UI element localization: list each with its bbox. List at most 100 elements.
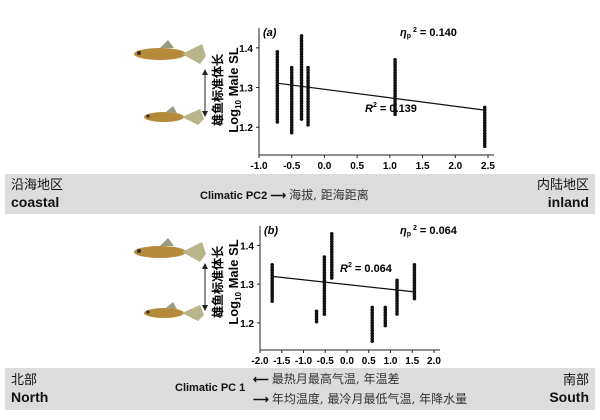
data-point bbox=[329, 252, 334, 257]
data-point bbox=[306, 91, 310, 96]
trend-line bbox=[272, 275, 415, 293]
x-tick-label: -2.0 bbox=[251, 356, 269, 366]
small-fish-icon bbox=[144, 302, 204, 321]
data-point bbox=[395, 296, 399, 301]
data-point bbox=[306, 78, 310, 83]
data-point bbox=[329, 268, 334, 272]
coastal-cn-label: 沿海地区 bbox=[11, 178, 64, 193]
data-point bbox=[329, 276, 334, 280]
data-point bbox=[275, 115, 280, 119]
data-point bbox=[299, 78, 304, 82]
y-tick-label: 1.4 bbox=[240, 241, 254, 252]
data-point bbox=[289, 128, 294, 132]
data-point bbox=[393, 70, 397, 75]
data-point bbox=[482, 115, 487, 120]
data-point bbox=[275, 107, 280, 111]
data-point bbox=[306, 107, 310, 112]
data-point bbox=[370, 315, 375, 320]
data-point bbox=[482, 131, 487, 136]
data-point bbox=[322, 278, 327, 283]
data-point bbox=[299, 99, 304, 103]
climatic-pc1-band: 北部 North Climatic PC 1 ⟵ 最热月最高气温, 年温差 ⟶ … bbox=[5, 368, 595, 410]
data-point bbox=[329, 270, 334, 275]
data-point bbox=[393, 81, 397, 85]
data-point bbox=[370, 328, 375, 333]
data-point bbox=[289, 99, 294, 104]
data-point bbox=[314, 314, 319, 319]
x-tick-label: 1.5 bbox=[416, 161, 430, 172]
data-point bbox=[289, 65, 294, 70]
data-point bbox=[395, 301, 399, 306]
data-point bbox=[322, 294, 327, 298]
data-point bbox=[306, 123, 310, 127]
data-point bbox=[393, 76, 397, 80]
pc2-label: Climatic PC2 bbox=[200, 190, 268, 202]
inland-cn-label: 内陆地区 bbox=[536, 178, 589, 193]
data-point bbox=[329, 239, 334, 244]
pc2-right-text: 海拔, 距海距离 bbox=[289, 188, 369, 202]
data-point bbox=[275, 70, 280, 75]
y-tick-label: 1.2 bbox=[239, 123, 253, 134]
data-point bbox=[370, 326, 375, 330]
data-point bbox=[322, 299, 327, 303]
data-point bbox=[275, 60, 280, 65]
data-point bbox=[289, 78, 294, 83]
double-arrow-icon bbox=[202, 263, 208, 311]
data-point bbox=[289, 91, 294, 96]
data-point bbox=[275, 109, 280, 114]
data-point bbox=[482, 136, 487, 141]
x-tick-label: 1.0 bbox=[384, 356, 398, 366]
climatic-pc2-band: 沿海地区 coastal Climatic PC2 ⟶ 海拔, 距海距离 内陆地… bbox=[5, 174, 595, 214]
scatter-plot-a: -1.0 -0.5 0.0 0.5 1.0 1.5 2.0 2.5 1.2 1.3 1.4 (a) ηp… bbox=[239, 27, 495, 172]
data-point bbox=[275, 63, 280, 67]
data-point bbox=[395, 312, 399, 316]
data-point bbox=[275, 81, 280, 85]
data-point bbox=[370, 318, 375, 323]
data-point bbox=[383, 321, 388, 325]
data-point bbox=[395, 294, 399, 298]
trend-line bbox=[277, 82, 485, 111]
data-point bbox=[370, 334, 375, 338]
data-point bbox=[306, 71, 310, 75]
data-point bbox=[299, 52, 304, 56]
data-point bbox=[299, 117, 304, 121]
data-point bbox=[270, 294, 274, 298]
data-point bbox=[275, 94, 280, 98]
data-point bbox=[275, 57, 280, 62]
arrow-right-icon: ⟶ bbox=[253, 394, 269, 406]
data-point bbox=[299, 62, 304, 67]
y-tick-label: 1.3 bbox=[239, 84, 253, 95]
x-tick-label: 1.0 bbox=[383, 161, 397, 172]
data-point bbox=[275, 68, 280, 72]
panel-label: (b) bbox=[264, 225, 278, 237]
data-point bbox=[306, 115, 310, 119]
data-point bbox=[395, 299, 399, 303]
data-point bbox=[270, 296, 274, 301]
y-axis-label: Log10 Male SL bbox=[226, 47, 243, 133]
data-point bbox=[393, 73, 397, 78]
data-point bbox=[314, 309, 319, 314]
data-point bbox=[412, 278, 417, 283]
chart-b: 雄鱼标准体长 Log10 Male SL -2.0 -1.5 -1.0 -0.5 0.0… bbox=[210, 225, 458, 366]
data-point bbox=[482, 118, 487, 123]
data-point bbox=[370, 331, 375, 336]
eta-squared-label: ηp 2 = 0.064 bbox=[400, 225, 458, 238]
data-point bbox=[275, 52, 280, 57]
data-point bbox=[306, 68, 310, 73]
data-point bbox=[299, 73, 304, 77]
data-point bbox=[299, 57, 304, 62]
data-point bbox=[289, 110, 294, 114]
data-point bbox=[482, 126, 487, 130]
data-point bbox=[289, 86, 294, 91]
data-point bbox=[270, 291, 274, 296]
data-point bbox=[306, 102, 310, 106]
data-point bbox=[275, 78, 280, 83]
data-point bbox=[395, 281, 399, 285]
data-point bbox=[482, 105, 487, 110]
data-point bbox=[329, 231, 334, 236]
data-point bbox=[270, 281, 274, 285]
data-point bbox=[393, 57, 397, 62]
data-point bbox=[383, 310, 388, 315]
data-point bbox=[299, 106, 304, 111]
data-point bbox=[299, 47, 304, 51]
